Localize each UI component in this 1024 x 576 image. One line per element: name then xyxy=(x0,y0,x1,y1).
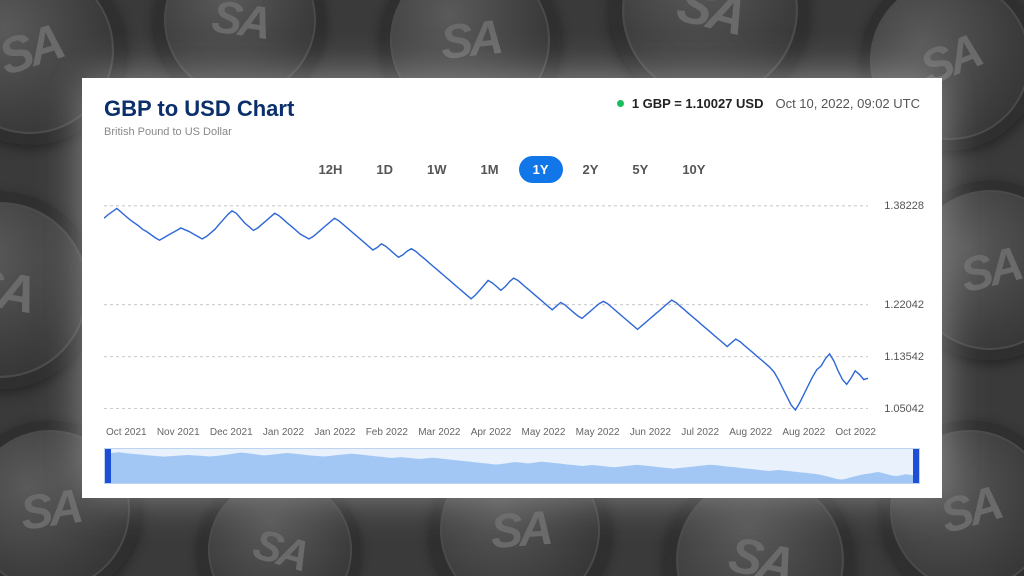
minimap-handle-right[interactable] xyxy=(913,449,919,483)
minimap[interactable] xyxy=(104,448,920,484)
title-block: GBP to USD Chart British Pound to US Dol… xyxy=(104,96,294,138)
x-axis: Oct 2021 Nov 2021 Dec 2021 Jan 2022 Jan 2022… xyxy=(104,421,920,438)
y-tick-label: 1.13542 xyxy=(880,351,924,363)
range-btn-12h[interactable]: 12H xyxy=(305,156,357,183)
x-tick-label: Jun 2022 xyxy=(630,427,671,438)
range-btn-1w[interactable]: 1W xyxy=(413,156,461,183)
chart-area[interactable]: 1.382281.220421.135421.05042 xyxy=(104,195,920,421)
x-tick-label: Aug 2022 xyxy=(782,427,825,438)
chart-title: GBP to USD Chart xyxy=(104,96,294,122)
chart-card: GBP to USD Chart British Pound to US Dol… xyxy=(82,78,942,498)
range-selector: 12H1D1W1M1Y2Y5Y10Y xyxy=(104,156,920,183)
range-btn-10y[interactable]: 10Y xyxy=(668,156,719,183)
chart-subtitle: British Pound to US Dollar xyxy=(104,126,294,138)
range-btn-5y[interactable]: 5Y xyxy=(618,156,662,183)
x-tick-label: Aug 2022 xyxy=(729,427,772,438)
range-btn-2y[interactable]: 2Y xyxy=(569,156,613,183)
live-dot-icon xyxy=(617,100,624,107)
y-tick-label: 1.38228 xyxy=(880,200,924,212)
x-tick-label: Apr 2022 xyxy=(471,427,512,438)
rate-block: 1 GBP = 1.10027 USD Oct 10, 2022, 09:02 … xyxy=(617,96,920,111)
x-tick-label: May 2022 xyxy=(522,427,566,438)
x-tick-label: Feb 2022 xyxy=(366,427,408,438)
range-btn-1m[interactable]: 1M xyxy=(467,156,513,183)
card-header: GBP to USD Chart British Pound to US Dol… xyxy=(104,96,920,138)
minimap-handle-left[interactable] xyxy=(105,449,111,483)
x-tick-label: Nov 2021 xyxy=(157,427,200,438)
x-tick-label: May 2022 xyxy=(576,427,620,438)
x-tick-label: Jan 2022 xyxy=(314,427,355,438)
x-tick-label: Dec 2021 xyxy=(210,427,253,438)
range-btn-1d[interactable]: 1D xyxy=(362,156,407,183)
y-tick-label: 1.22042 xyxy=(880,299,924,311)
y-tick-label: 1.05042 xyxy=(880,403,924,415)
rate-text: 1 GBP = 1.10027 USD xyxy=(632,96,764,111)
range-btn-1y[interactable]: 1Y xyxy=(519,156,563,183)
rate-timestamp: Oct 10, 2022, 09:02 UTC xyxy=(775,96,920,111)
x-tick-label: Mar 2022 xyxy=(418,427,460,438)
x-tick-label: Jan 2022 xyxy=(263,427,304,438)
x-tick-label: Oct 2022 xyxy=(835,427,876,438)
x-tick-label: Jul 2022 xyxy=(681,427,719,438)
x-tick-label: Oct 2021 xyxy=(106,427,147,438)
